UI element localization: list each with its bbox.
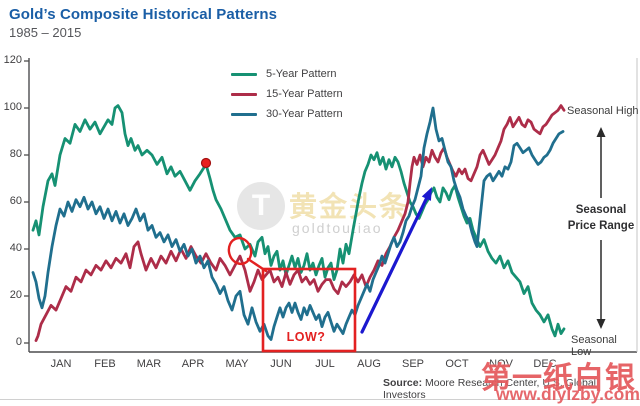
page-subtitle: 1985 – 2015	[9, 25, 82, 40]
y-axis-label: 40	[9, 242, 22, 254]
price-range-line2: Price Range	[567, 220, 635, 232]
red-circle-annotation	[227, 236, 253, 266]
x-axis-label-dec: DEC	[533, 358, 557, 370]
blue-arrowhead-icon	[421, 187, 432, 201]
source-credit: Source: Moore Research Center, U.S. Glob…	[383, 377, 640, 401]
legend-label-30-year: 30-Year Pattern	[266, 108, 343, 120]
down-arrowhead-icon	[596, 319, 606, 329]
x-axis-label-feb: FEB	[94, 358, 116, 370]
y-axis-label: 60	[9, 195, 22, 207]
legend-label-15-year: 15-Year Pattern	[266, 88, 343, 100]
series-15-year-pattern	[34, 104, 566, 343]
x-axis-label-may: MAY	[225, 358, 249, 370]
legend-label-5-year: 5-Year Pattern	[266, 68, 337, 80]
seasonal-high-label: Seasonal High	[567, 105, 639, 117]
bottom-divider	[0, 399, 640, 400]
watermark-corner-url: www.diyizby.com	[496, 384, 640, 404]
red-rect-annotation	[261, 267, 357, 353]
x-axis-label-oct: OCT	[445, 358, 469, 370]
x-axis-label-nov: NOV	[489, 358, 513, 370]
x-axis-label-jun: JUN	[270, 358, 292, 370]
price-range-line1: Seasonal	[575, 204, 627, 216]
legend-swatch-30-year	[231, 112, 257, 116]
seasonal-low-label: Seasonal Low	[571, 334, 617, 358]
legend-item-5-year: 5-Year Pattern	[231, 64, 343, 84]
up-arrowhead-icon	[596, 127, 606, 137]
legend-swatch-15-year	[231, 92, 257, 96]
watermark-corner-text: 第一纸白银	[481, 362, 636, 395]
y-axis-label: 80	[9, 148, 22, 160]
watermark-logo-icon: T	[237, 182, 285, 230]
seasonal-price-range-label: Seasonal Price Range	[558, 202, 640, 234]
y-axis-label: 120	[3, 54, 22, 66]
series-30-year-pattern	[31, 106, 565, 341]
y-axis-label: 0	[15, 336, 22, 348]
legend-item-15-year: 15-Year Pattern	[231, 84, 343, 104]
legend-swatch-5-year	[231, 72, 257, 76]
x-axis-label-apr: APR	[181, 358, 205, 370]
x-axis-label-mar: MAR	[136, 358, 162, 370]
x-axis-label-jan: JAN	[50, 358, 72, 370]
red-dot-annotation	[200, 157, 212, 169]
y-axis-label: 100	[3, 101, 22, 113]
source-text: Moore Research Center, U.S. Global Inves…	[383, 377, 597, 401]
x-axis-label-aug: AUG	[357, 358, 381, 370]
page-title: Gold’s Composite Historical Patterns	[9, 6, 278, 23]
blue-arrow-annotation	[360, 197, 428, 334]
legend-item-30-year: 30-Year Pattern	[231, 104, 343, 124]
x-axis-label-jul: JUL	[315, 358, 335, 370]
watermark-center-subtext: goldtoutiao	[292, 220, 383, 236]
source-label: Source:	[383, 377, 423, 389]
y-axis-label: 20	[9, 289, 22, 301]
x-axis-label-sep: SEP	[401, 358, 424, 370]
chart-legend: 5-Year Pattern 15-Year Pattern 30-Year P…	[231, 64, 343, 124]
watermark-center-text: 黄金头条	[289, 191, 410, 222]
low-question-annotation: LOW?	[286, 330, 326, 344]
